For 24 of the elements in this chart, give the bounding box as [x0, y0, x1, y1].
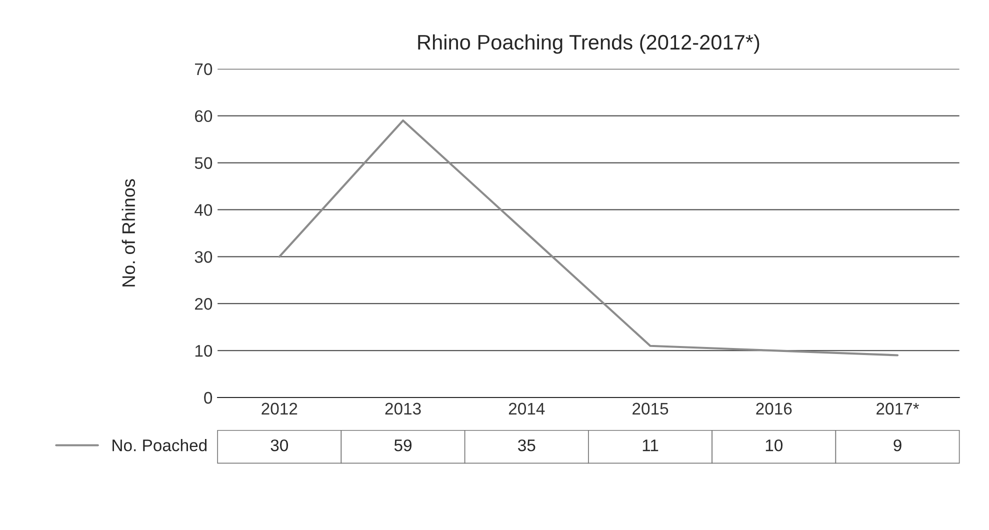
y-tick-label: 60 [195, 110, 212, 122]
data-label: 9 [894, 439, 902, 452]
y-axis-title: No. of Rhinos [122, 179, 136, 286]
y-tick-label: 20 [195, 298, 212, 310]
chart-title: Rhino Poaching Trends (2012-2017*) [418, 34, 760, 54]
data-label: 35 [518, 439, 536, 452]
x-tick-label: 2013 [385, 402, 421, 415]
line-series [278, 119, 899, 356]
legend-label: No. Poached [112, 439, 207, 452]
data-label: 59 [394, 439, 412, 452]
x-tick-label: 2012 [262, 402, 298, 415]
x-tick-label: 2017* [876, 402, 920, 415]
y-tick-label: 70 [195, 63, 212, 76]
data-label: 30 [270, 439, 288, 452]
x-tick-label: 2014 [508, 402, 545, 415]
data-label: 11 [642, 440, 658, 452]
x-tick-label: 2015 [632, 402, 668, 415]
y-tick-label: 40 [194, 204, 212, 216]
y-tick-label: 0 [204, 392, 212, 404]
x-tick-label: 2016 [756, 402, 792, 415]
y-tick-label: 50 [194, 157, 212, 169]
y-tick-label: 10 [195, 344, 212, 357]
data-label: 10 [766, 439, 783, 452]
y-tick-label: 30 [194, 251, 212, 263]
